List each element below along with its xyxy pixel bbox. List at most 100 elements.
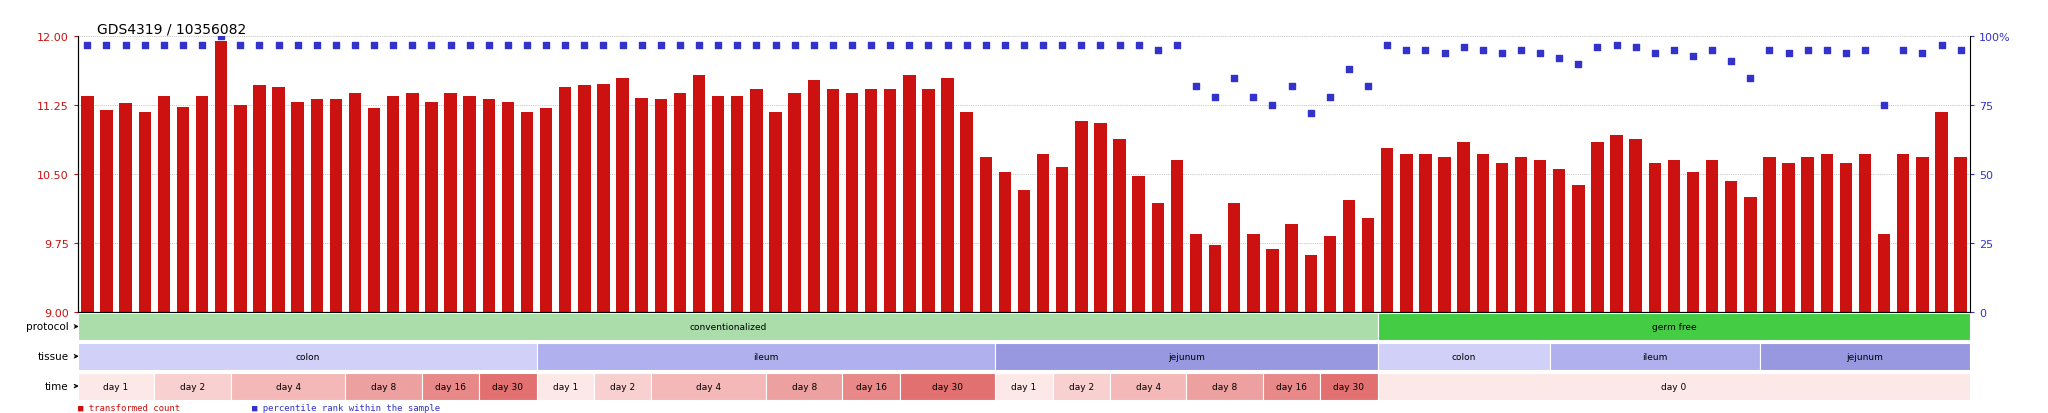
Bar (426, 103, 438, 312)
Bar (766, 373, 842, 399)
Text: day 30: day 30 (1333, 382, 1364, 391)
Bar (1378, 313, 1970, 340)
Bar (1264, 373, 1321, 399)
Bar (387, 97, 399, 312)
Bar (254, 85, 266, 312)
Point (1466, 47, 1499, 54)
Bar (899, 373, 995, 399)
Point (874, 42, 907, 49)
Bar (1171, 161, 1184, 312)
Point (1638, 50, 1671, 57)
Bar (1591, 142, 1604, 312)
Point (969, 42, 1001, 49)
Point (1352, 83, 1384, 90)
Bar (1477, 154, 1489, 312)
Bar (1802, 158, 1815, 312)
Text: ■ transformed count: ■ transformed count (78, 403, 180, 412)
Point (1868, 102, 1901, 109)
Text: day 16: day 16 (434, 382, 467, 391)
Bar (559, 88, 571, 312)
Point (1735, 75, 1767, 82)
Point (530, 42, 563, 49)
Point (1620, 45, 1653, 52)
Bar (291, 103, 303, 312)
Bar (1745, 197, 1757, 312)
Text: ileum: ileum (1642, 352, 1667, 361)
Bar (1190, 234, 1202, 312)
Point (223, 42, 256, 49)
Bar (330, 100, 342, 312)
Text: day 4: day 4 (1137, 382, 1161, 391)
Point (1581, 45, 1614, 52)
Bar (1075, 121, 1087, 312)
Bar (979, 158, 991, 312)
Bar (1229, 204, 1241, 312)
Bar (1247, 234, 1260, 312)
Point (760, 42, 793, 49)
Text: day 2: day 2 (180, 382, 205, 391)
Bar (1630, 140, 1642, 312)
Bar (1362, 218, 1374, 312)
Bar (1610, 136, 1622, 312)
Text: ■ percentile rank within the sample: ■ percentile rank within the sample (252, 403, 440, 412)
Point (1219, 75, 1251, 82)
Bar (463, 97, 475, 312)
Point (721, 42, 754, 49)
Text: jejunum: jejunum (1847, 352, 1884, 361)
Bar (1667, 161, 1679, 312)
Point (205, 34, 238, 40)
Bar (1759, 343, 1970, 370)
Point (1829, 50, 1862, 57)
Text: conventionalized: conventionalized (688, 322, 766, 331)
Point (549, 42, 582, 49)
Bar (692, 76, 705, 312)
Point (739, 42, 772, 49)
Bar (1401, 154, 1413, 312)
Bar (864, 90, 877, 312)
Bar (770, 112, 782, 312)
Bar (1706, 161, 1718, 312)
Point (1944, 47, 1976, 54)
Text: ileum: ileum (754, 352, 778, 361)
Bar (1821, 154, 1833, 312)
Bar (1323, 237, 1335, 312)
Point (72, 42, 104, 49)
Text: protocol: protocol (27, 322, 68, 332)
Bar (311, 100, 324, 312)
Bar (502, 103, 514, 312)
Point (492, 42, 524, 49)
Point (1677, 53, 1710, 60)
Text: day 16: day 16 (856, 382, 887, 391)
Bar (1878, 234, 1890, 312)
Point (854, 42, 887, 49)
Text: germ free: germ free (1651, 322, 1696, 331)
Point (147, 42, 180, 49)
Text: day 1: day 1 (104, 382, 129, 391)
Text: day 8: day 8 (793, 382, 817, 391)
Bar (1552, 170, 1565, 312)
Bar (942, 78, 954, 312)
Bar (1110, 373, 1186, 399)
Bar (406, 94, 418, 312)
Bar (885, 90, 897, 312)
Bar (995, 373, 1053, 399)
Bar (1186, 373, 1264, 399)
Point (1276, 83, 1309, 90)
Bar (598, 85, 610, 312)
Bar (1516, 158, 1528, 312)
Point (1886, 47, 1919, 54)
Bar (1378, 343, 1550, 370)
Point (1333, 67, 1366, 74)
Text: day 4: day 4 (276, 382, 301, 391)
Bar (635, 99, 647, 312)
Bar (750, 90, 762, 312)
Bar (903, 76, 915, 312)
Bar (348, 94, 360, 312)
Bar (541, 109, 553, 312)
Point (1122, 42, 1155, 49)
Bar (922, 90, 934, 312)
Point (1083, 42, 1116, 49)
Text: day 2: day 2 (610, 382, 635, 391)
Bar (1305, 255, 1317, 312)
Bar (961, 112, 973, 312)
